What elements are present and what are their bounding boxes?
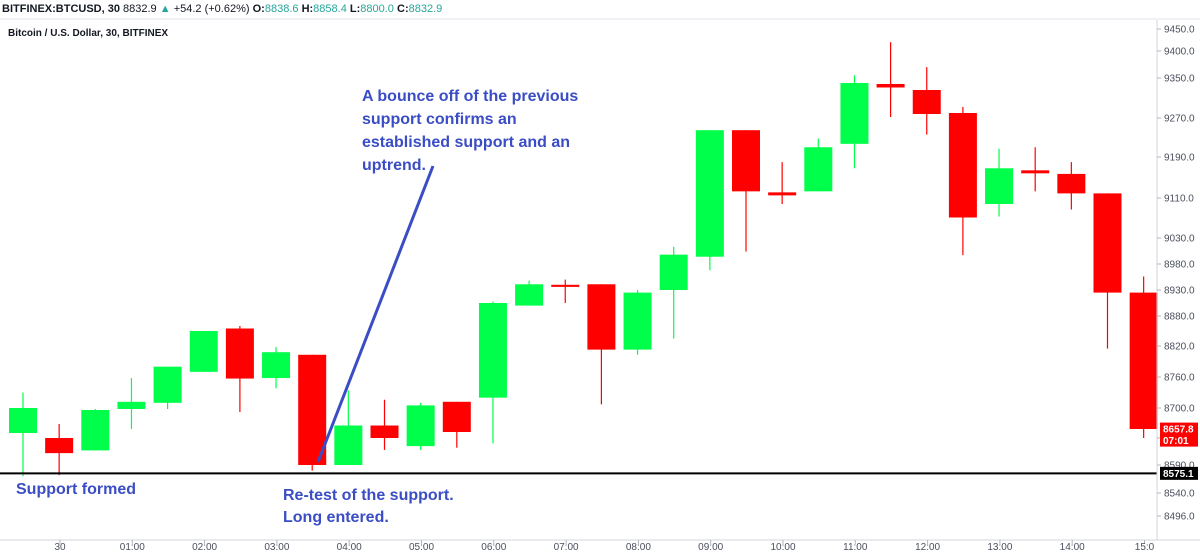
candle-body	[442, 401, 471, 432]
time-tick-label: 05:00	[409, 542, 434, 552]
symbol-header: BITFINEX:BTCUSD, 30 8832.9 ▲ +54.2 (+0.6…	[0, 0, 1200, 18]
bounce-label-line4: uptrend.	[362, 157, 426, 174]
time-tick-label: 01:00	[120, 542, 145, 552]
price-tag-value: 8575.1	[1163, 469, 1194, 480]
last-price: 8832.9	[123, 3, 157, 15]
time-tick-label: 14:00	[1060, 542, 1085, 552]
time-tick-label: 07:00	[554, 542, 579, 552]
candle-body	[732, 130, 760, 192]
low-label: L:	[349, 3, 361, 15]
bounce-label-line3: established support and an	[362, 134, 570, 151]
low-value: 8800.0	[360, 3, 394, 15]
candle-body	[804, 147, 833, 192]
candle-body	[478, 303, 507, 398]
price-tick-label: 8930.0	[1164, 286, 1195, 297]
candle-body	[515, 284, 544, 306]
symbol-name: BITFINEX:BTCUSD, 30	[2, 3, 120, 15]
high-label: H:	[301, 3, 314, 15]
chart-title: Bitcoin / U.S. Dollar, 30, BITFINEX	[8, 28, 168, 39]
time-tick-label: 08:00	[626, 542, 651, 552]
price-tick-label: 8496.0	[1164, 512, 1195, 523]
time-tick-label: 04:00	[337, 542, 362, 552]
time-axis[interactable]: 30 01:00 02:00 03:00 04:00 05:00 06:00 07:00 08:…	[54, 540, 1155, 552]
price-tick-label: 9190.0	[1164, 153, 1195, 164]
bounce-label-line2: support confirms an	[362, 111, 517, 128]
price-tag-value: 8657.8	[1163, 425, 1194, 436]
price-tag-box	[1160, 422, 1198, 447]
bounce-label-line1: A bounce off of the previous	[362, 88, 578, 105]
time-tick-label: 11:00	[843, 542, 868, 552]
candle-body	[370, 425, 399, 438]
candle-body	[587, 284, 616, 350]
candle-body	[406, 405, 435, 447]
candle-body	[840, 83, 869, 144]
time-tick-label: 03:00	[264, 542, 289, 552]
candle-body	[1057, 173, 1086, 194]
candle-body	[1093, 193, 1122, 293]
time-tick-label: 10:00	[770, 542, 795, 552]
retest-label-line2: Long entered.	[283, 509, 389, 526]
candle-body	[117, 401, 146, 409]
candle-body	[768, 192, 797, 196]
price-tags: 8657.807:01 8575.1	[1160, 422, 1198, 480]
candle-body	[225, 328, 254, 379]
price-tick-label: 9270.0	[1164, 114, 1195, 125]
candle-body	[659, 254, 688, 290]
time-tick-label: 13:00	[987, 542, 1012, 552]
open-label: O:	[252, 3, 265, 15]
time-tick-label: 15:0	[1135, 542, 1155, 552]
candle-body	[262, 352, 291, 379]
candle-body	[9, 408, 37, 433]
candle-body	[948, 113, 977, 218]
candle-body	[298, 354, 327, 465]
close-value: 8832.9	[408, 3, 443, 15]
candle-body	[45, 438, 74, 454]
price-tick-label: 9030.0	[1164, 234, 1195, 245]
candle-body	[912, 90, 941, 114]
high-value: 8858.4	[313, 3, 347, 15]
candle-body	[1021, 170, 1050, 174]
support-formed-label: Support formed	[16, 481, 136, 498]
candle-body	[985, 168, 1014, 204]
candle-body	[695, 130, 724, 257]
price-tag-box	[1160, 466, 1198, 480]
change-arrow: ▲	[159, 3, 171, 15]
change-value: +54.2 (+0.62%)	[173, 3, 250, 15]
price-tick-label: 8590.0	[1164, 461, 1195, 472]
time-tick-label: 30	[54, 542, 66, 552]
candle-body	[334, 425, 363, 465]
close-label: C:	[397, 3, 409, 15]
price-tick-label: 8540.0	[1164, 489, 1195, 500]
open-value: 8838.6	[264, 3, 299, 15]
candle-body	[81, 410, 110, 451]
candle-body	[153, 366, 182, 403]
candle-body	[1129, 292, 1158, 429]
price-tick-label: 8820.0	[1164, 342, 1195, 353]
candle-body	[189, 331, 218, 372]
time-tick-label: 09:00	[698, 542, 723, 552]
time-tick-label: 02:00	[192, 542, 217, 552]
candle-body	[876, 84, 905, 88]
time-tick-label: 12:00	[915, 542, 940, 552]
candle-body	[623, 292, 652, 350]
price-tick-label: 9400.0	[1164, 47, 1195, 58]
price-tick-label: 9110.0	[1164, 194, 1194, 205]
price-tick-label: 9450.0	[1164, 25, 1195, 36]
time-tick-label: 06:00	[481, 542, 506, 552]
annotation-arrow-line	[316, 165, 435, 463]
retest-label-line1: Re-test of the support.	[283, 487, 454, 504]
price-tick-label: 8980.0	[1164, 260, 1195, 271]
price-tick-label: 9350.0	[1164, 74, 1195, 85]
price-tag-countdown: 07:01	[1163, 436, 1189, 447]
candles	[9, 42, 1158, 477]
price-tick-label: 8700.0	[1164, 404, 1195, 415]
price-tick-label: 8760.0	[1164, 373, 1195, 384]
candle-body	[551, 284, 580, 287]
price-tick-label: 8880.0	[1164, 312, 1195, 323]
